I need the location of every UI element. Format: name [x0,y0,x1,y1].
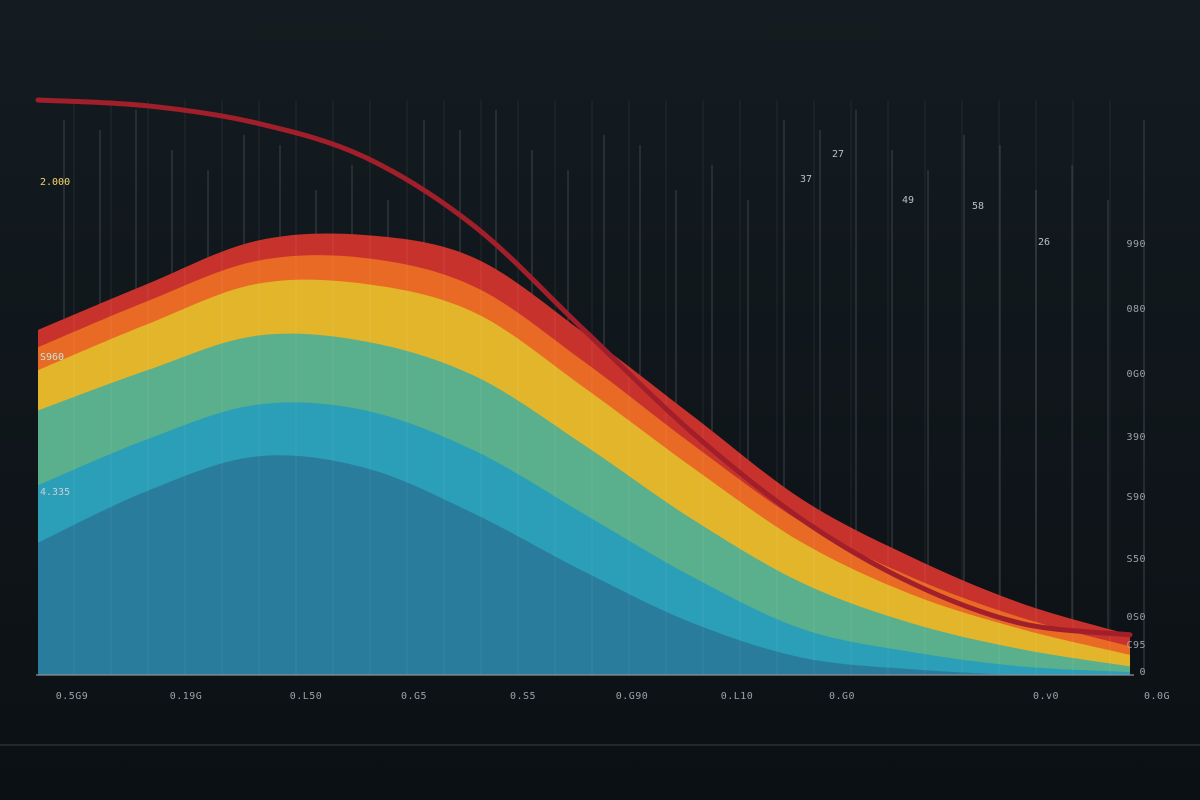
right-tick-label: 080 [1126,304,1146,315]
x-tick-label: 0.G5 [401,691,427,702]
peak-label: 58 [972,201,984,212]
right-tick-label: 990 [1126,239,1146,250]
peak-labels: 27 37 49 58 26 [800,149,1050,248]
x-tick-label: 0.19G [170,691,203,702]
left-side-labels: 2.000 S960 4.335 [40,177,70,498]
peak-label: 27 [832,149,844,160]
left-label: 4.335 [40,487,70,498]
x-tick-label: 0.S5 [510,691,536,702]
right-tick-label: 0G0 [1126,369,1146,380]
x-tick-label: 0.L10 [721,691,754,702]
right-tick-label: S50 [1126,554,1146,565]
right-tick-label: 0 [1139,667,1146,678]
right-tick-label: C95 [1126,640,1146,651]
x-tick-label: 0.G90 [616,691,649,702]
top-curve-layer [35,97,1133,638]
right-tick-label: S90 [1126,492,1146,503]
x-tick-label: 0.G0 [829,691,855,702]
top-curve-line [35,97,1133,638]
area-band [38,455,1130,676]
right-tick-label: 390 [1126,432,1146,443]
peak-label: 49 [902,195,914,206]
left-label: S960 [40,352,64,363]
x-tick-label: 0.L50 [290,691,323,702]
x-axis-tick-labels: 0.5G9 0.19G 0.L50 0.G5 0.S5 0.G90 0.L10 0.G0 0.v… [56,691,1170,702]
peak-label: 26 [1038,237,1050,248]
right-axis-tick-labels: 990 080 0G0 390 S90 S50 0S0 C95 0 [1126,239,1146,678]
peak-label: 37 [800,174,812,185]
right-tick-label: 0S0 [1126,612,1146,623]
x-tick-label: 0.v0 [1033,691,1059,702]
band-stripe-lines [73,100,1111,675]
stacked-area-bands [38,233,1130,676]
left-label: 2.000 [40,177,70,188]
x-tick-label: 0.5G9 [56,691,89,702]
x-tick-label: 0.0G [1144,691,1170,702]
